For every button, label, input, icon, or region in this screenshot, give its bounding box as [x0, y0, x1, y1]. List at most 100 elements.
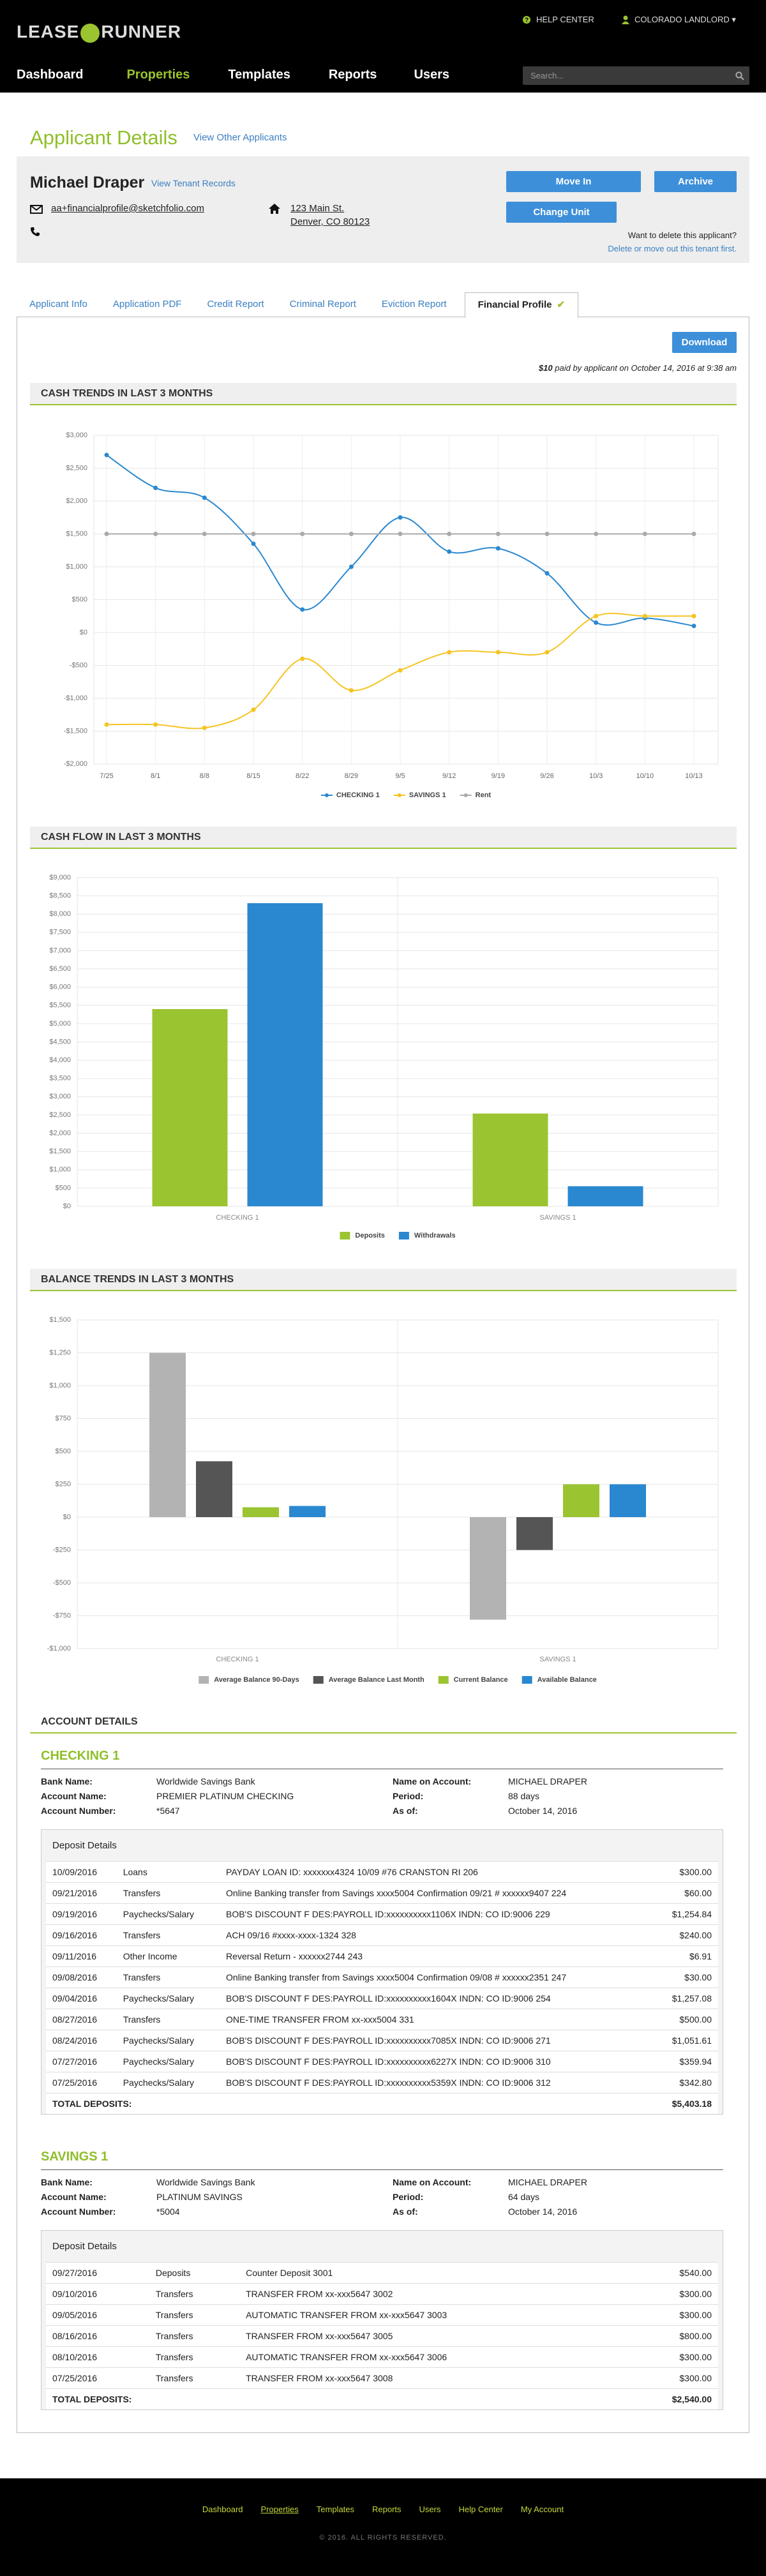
y-tick-label: $500 — [56, 1448, 71, 1455]
field-value: *5647 — [156, 1806, 180, 1816]
cell: 09/08/2016 — [46, 1966, 117, 1988]
legend-item: Average Balance Last Month — [313, 1676, 424, 1684]
cell: Transfers — [149, 2346, 240, 2368]
field-label: Account Name: — [41, 2192, 107, 2202]
deposit-row: 09/04/2016 Paychecks/Salary BOB'S DISCOUNT… — [46, 1988, 718, 2009]
field-label: Name on Account: — [393, 2177, 472, 2187]
help-link[interactable]: HELP CENTER — [536, 15, 594, 24]
footer-link[interactable]: Properties — [260, 2505, 299, 2514]
footer-link[interactable]: Templates — [316, 2505, 355, 2514]
cell: 09/10/2016 — [46, 2283, 149, 2305]
y-tick-label: $1,500 — [49, 1316, 71, 1324]
search-box[interactable]: Search... — [523, 66, 749, 85]
x-tick-label: 8/29 — [345, 772, 358, 780]
footer-link[interactable]: Help Center — [458, 2505, 503, 2514]
y-tick-label: $3,500 — [49, 1075, 71, 1082]
bar — [567, 1186, 643, 1206]
y-tick-label: $0 — [63, 1202, 71, 1210]
cell: $60.00 — [653, 1882, 718, 1904]
nav-item[interactable]: Users — [414, 68, 450, 82]
archive-button[interactable]: Archive — [654, 171, 737, 192]
download-button[interactable]: Download — [672, 332, 737, 353]
y-tick-label: $2,000 — [49, 1129, 71, 1137]
y-tick-label: $5,000 — [49, 1020, 71, 1028]
deposit-row: 09/05/2016 Transfers AUTOMATIC TRANSFER FR… — [46, 2304, 718, 2326]
point — [495, 532, 500, 536]
copyright: © 2016. ALL RIGHTS RESERVED. — [319, 2534, 447, 2542]
section-header: CASH TRENDS IN LAST 3 MONTHS — [30, 383, 737, 405]
y-tick-label: -$2,000 — [64, 760, 87, 768]
payment-amount: $10 — [538, 363, 553, 373]
tab-active[interactable]: Financial Profile ✔ — [464, 292, 579, 318]
logo-left: LEASE — [17, 22, 80, 41]
nav-item[interactable]: Properties — [126, 68, 190, 82]
address-line-1: 123 Main St. — [290, 203, 345, 214]
deposit-box: Deposit Details 09/27/2016 Deposits Counter… — [41, 2230, 723, 2410]
cell: 09/19/2016 — [46, 1903, 117, 1925]
point — [104, 722, 109, 727]
field-label: As of: — [393, 1806, 418, 1816]
tab[interactable]: Credit Report — [194, 292, 276, 317]
move-in-button[interactable]: Move In — [506, 171, 641, 192]
cell: $240.00 — [653, 1924, 718, 1946]
x-tick-label: 9/19 — [492, 772, 505, 780]
total-value: $5,403.18 — [653, 2093, 718, 2114]
point — [398, 668, 403, 673]
point — [544, 571, 550, 576]
y-tick-label: $3,000 — [49, 1093, 71, 1100]
deposit-title: Deposit Details — [52, 1840, 117, 1851]
footer-link[interactable]: Users — [419, 2505, 441, 2514]
point — [691, 613, 696, 618]
cell: Transfers — [149, 2325, 240, 2347]
y-tick-label: $500 — [56, 1184, 71, 1192]
view-applicants-link[interactable]: View Other Applicants — [193, 132, 287, 143]
logo[interactable]: LEASE RUNNER — [17, 22, 181, 43]
point — [495, 546, 500, 551]
chart: -$2,000 -$1,500 -$1,000 -$500 $0 $500 $1,000 $1… — [64, 431, 719, 799]
line-series — [106, 613, 694, 730]
bar — [289, 1506, 326, 1517]
cell: $1,254.84 — [653, 1903, 718, 1925]
footer-link[interactable]: Dashboard — [202, 2505, 243, 2514]
field-label: Name on Account: — [393, 1776, 472, 1786]
account-title: CHECKING 1 — [41, 1749, 120, 1763]
field-value: Worldwide Savings Bank — [156, 2177, 255, 2187]
cell: 08/27/2016 — [46, 2009, 117, 2030]
cell: BOB'S DISCOUNT F DES:PAYROLL ID:xxxxxxxx… — [220, 2051, 654, 2072]
help-icon: ? — [523, 16, 530, 24]
email[interactable]: aa+financialprofile@sketchfolio.com — [51, 203, 204, 214]
point — [202, 532, 207, 536]
delete-note[interactable]: Delete or move out this tenant first. — [608, 244, 737, 253]
cell: BOB'S DISCOUNT F DES:PAYROLL ID:xxxxxxxx… — [220, 1988, 654, 2009]
footer-link[interactable]: My Account — [520, 2505, 564, 2514]
footer-link[interactable]: Reports — [372, 2505, 402, 2514]
account: SAVINGS 1 Bank Name: Worldwide Savings Ban… — [41, 2150, 723, 2410]
total-label: TOTAL DEPOSITS: — [46, 2388, 624, 2409]
nav-item[interactable]: Dashboard — [17, 68, 84, 82]
cell: 09/11/2016 — [46, 1945, 117, 1967]
tab[interactable]: Application PDF — [100, 292, 195, 317]
tab[interactable]: Applicant Info — [17, 292, 100, 317]
bar — [516, 1517, 553, 1550]
x-tick-label: 7/25 — [100, 772, 113, 780]
tenant-records-link[interactable]: View Tenant Records — [151, 178, 236, 188]
tab[interactable]: Criminal Report — [277, 292, 369, 317]
field-value: 64 days — [508, 2192, 540, 2202]
cell: TRANSFER FROM xx-xxx5647 3008 — [239, 2367, 624, 2389]
cell: Paychecks/Salary — [116, 1988, 220, 2009]
cell: 07/25/2016 — [46, 2072, 117, 2093]
nav-item[interactable]: Templates — [228, 68, 290, 82]
tab[interactable]: Eviction Report — [369, 292, 460, 317]
change-unit-button[interactable]: Change Unit — [506, 202, 617, 223]
deposit-row: 09/19/2016 Paychecks/Salary BOB'S DISCOUNT… — [46, 1903, 718, 1925]
user-menu[interactable]: COLORADO LANDLORD ▾ — [635, 15, 736, 24]
deposit-row: 09/10/2016 Transfers TRANSFER FROM xx-xxx5… — [46, 2283, 718, 2305]
cell: PAYDAY LOAN ID: xxxxxxx4324 10/09 #76 CR… — [220, 1861, 654, 1883]
cell: Deposits — [149, 2262, 240, 2284]
cell: Transfers — [149, 2304, 240, 2326]
nav-item[interactable]: Reports — [328, 68, 377, 82]
point — [251, 541, 256, 546]
bar — [472, 1113, 548, 1206]
x-tick-label: 8/8 — [200, 772, 209, 780]
